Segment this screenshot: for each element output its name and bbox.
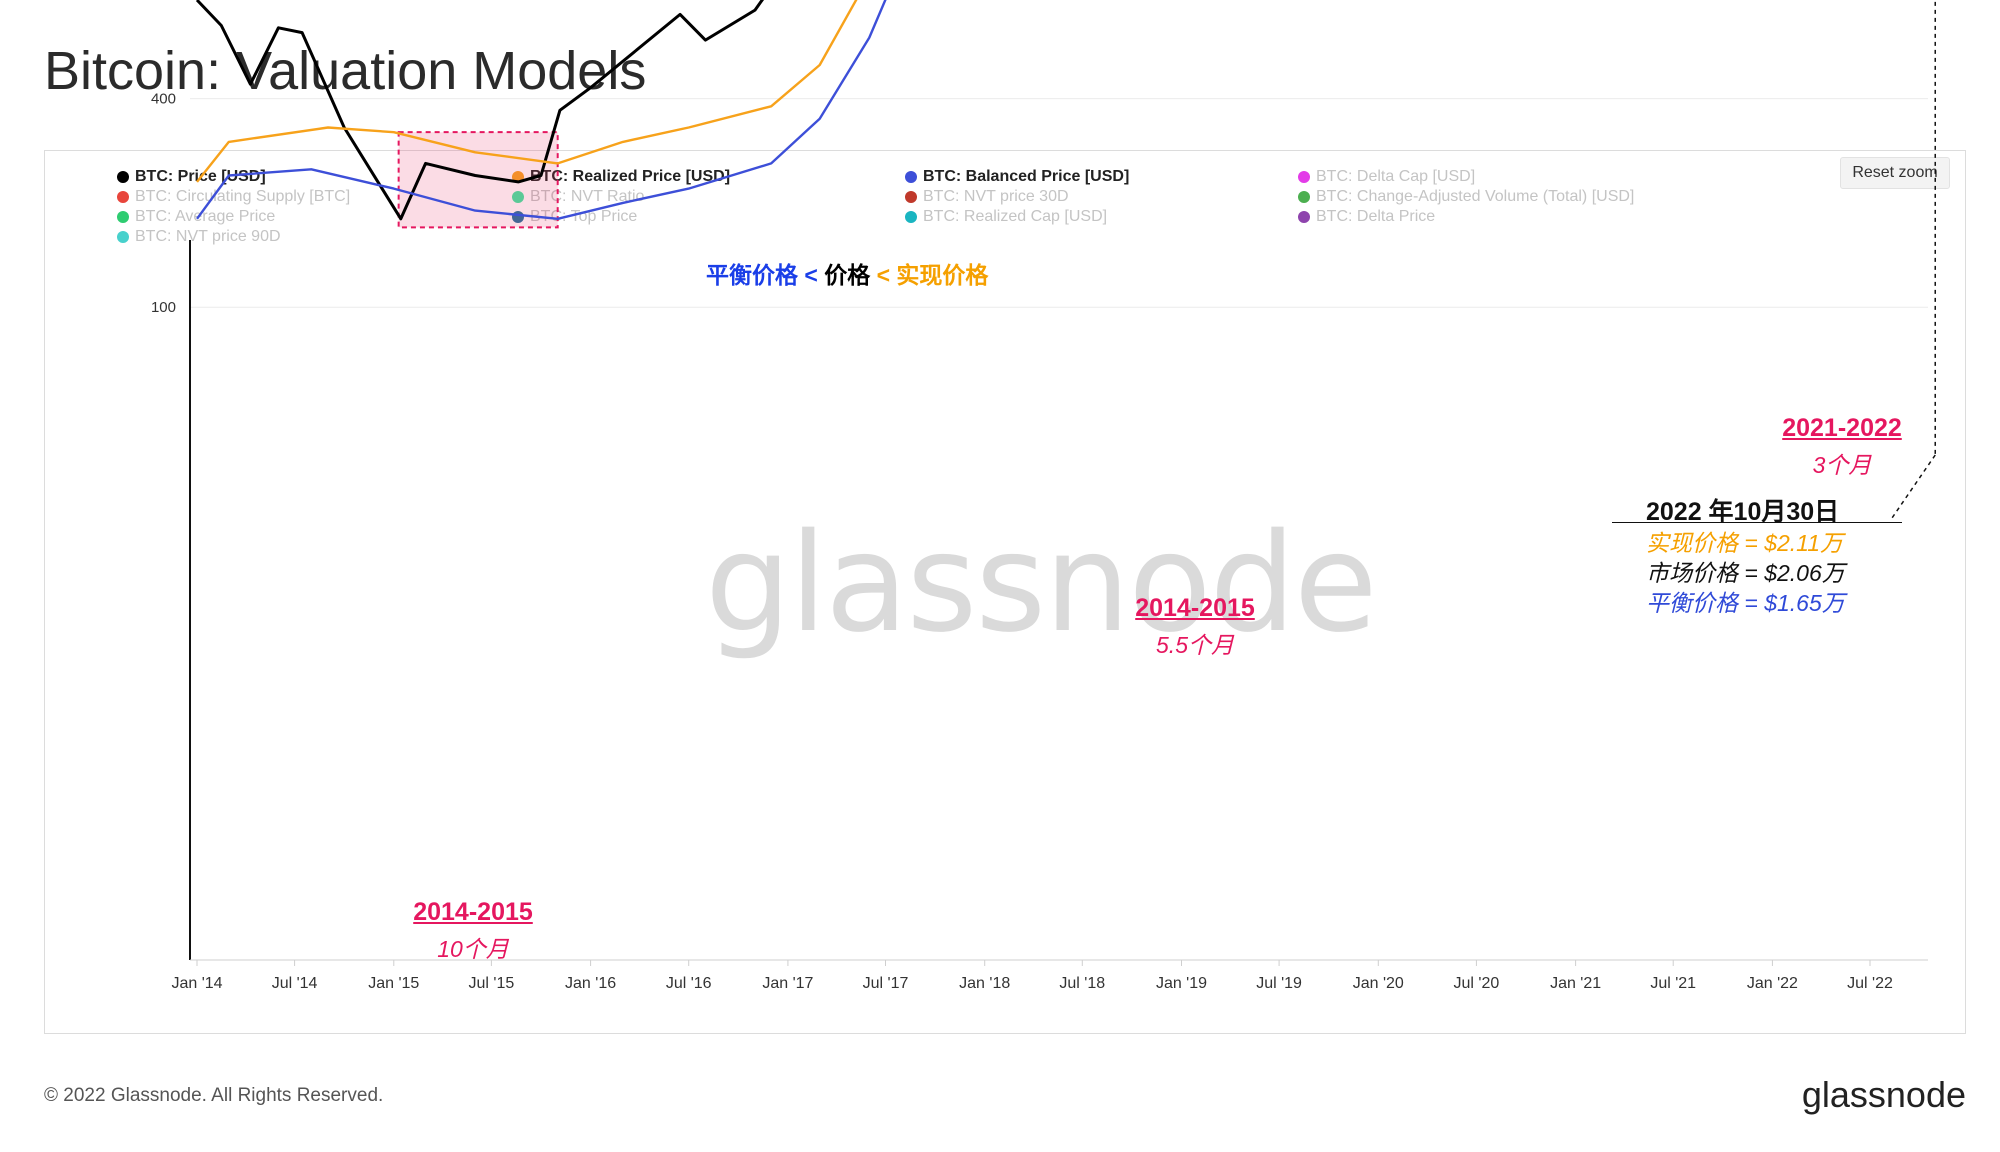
legend-label: BTC: Delta Cap [USD]: [1316, 168, 1476, 185]
x-tick-label: Jan '18: [959, 975, 1010, 992]
info-box-balanced: 平衡价格 = $1.65万: [1646, 590, 1845, 616]
legend-label: BTC: Balanced Price [USD]: [923, 168, 1130, 185]
info-box-date: 2022 年10月30日: [1646, 498, 1840, 526]
legend-marker-icon: [117, 231, 129, 243]
legend-item[interactable]: BTC: Delta Price: [1298, 208, 1435, 226]
x-tick-label: Jul '18: [1059, 975, 1105, 992]
legend-item[interactable]: BTC: NVT price 90D: [117, 228, 281, 246]
copyright-text: © 2022 Glassnode. All Rights Reserved.: [44, 1085, 384, 1106]
balanced-price-series-line: [196, 0, 887, 220]
legend-marker-icon: [117, 211, 129, 223]
legend-item[interactable]: BTC: Average Price: [117, 208, 275, 226]
period-2-duration: 5.5个月: [1156, 632, 1234, 658]
x-tick-label: Jan '16: [565, 975, 616, 992]
watermark: glassnode: [705, 505, 1378, 663]
reset-zoom-button[interactable]: Reset zoom: [1840, 157, 1950, 189]
period-2-title: 2014-2015: [1135, 594, 1255, 622]
info-box-divider: [1612, 522, 1902, 523]
x-tick-label: Jul '21: [1650, 975, 1696, 992]
x-tick-label: Jan '17: [762, 975, 813, 992]
annotation-realized: < 实现价格: [876, 262, 989, 288]
x-tick-label: Jan '15: [368, 975, 419, 992]
x-tick-label: Jul '15: [469, 975, 515, 992]
x-tick-label: Jul '17: [863, 975, 909, 992]
legend-marker-icon: [1298, 211, 1310, 223]
x-tick-label: Jan '14: [171, 975, 222, 992]
x-tick-label: Jan '22: [1747, 975, 1798, 992]
legend-label: BTC: NVT price 30D: [923, 188, 1069, 205]
legend-item[interactable]: BTC: Change-Adjusted Volume (Total) [USD…: [1298, 188, 1634, 206]
x-tick-label: Jan '21: [1550, 975, 1601, 992]
legend-item[interactable]: BTC: Delta Cap [USD]: [1298, 168, 1475, 186]
chart-frame: [44, 150, 1966, 1034]
annotation-price: 价格: [824, 262, 877, 288]
page-title: Bitcoin: Valuation Models: [44, 41, 647, 101]
callout-connector-line: [1891, 454, 1936, 519]
info-box-market: 市场价格 = $2.06万: [1646, 560, 1845, 586]
highlight-period-box: [397, 131, 559, 229]
glassnode-logo: glassnode: [1801, 1074, 1966, 1115]
legend-marker-icon: [905, 191, 917, 203]
legend-item[interactable]: BTC: Circulating Supply [BTC]: [117, 188, 350, 206]
x-tick-label: Jan '20: [1353, 975, 1404, 992]
legend-item[interactable]: BTC: Balanced Price [USD]: [905, 168, 1129, 186]
x-tick-label: Jul '16: [666, 975, 712, 992]
period-3-title: 2021-2022: [1782, 414, 1902, 442]
y-tick-label: 100: [151, 299, 176, 316]
y-tick-label: 400: [151, 91, 176, 108]
legend-label: BTC: Circulating Supply [BTC]: [135, 188, 351, 205]
x-tick-label: Jul '20: [1454, 975, 1500, 992]
price-series-line: [195, 0, 765, 221]
legend-marker-icon: [905, 211, 917, 223]
x-tick-label: Jul '19: [1256, 975, 1302, 992]
legend-label: BTC: Delta Price: [1316, 208, 1436, 225]
comparison-annotation: 平衡价格 < 价格 < 实现价格: [706, 256, 988, 290]
legend-label: BTC: Average Price: [135, 208, 276, 225]
legend-marker-icon: [905, 171, 917, 183]
legend-marker-icon: [117, 171, 129, 183]
realized-price-series-line: [196, 0, 858, 183]
x-tick-label: Jul '14: [272, 975, 318, 992]
legend-marker-icon: [1298, 171, 1310, 183]
legend-label: BTC: Realized Price [USD]: [530, 168, 731, 185]
period-1-title: 2014-2015: [413, 898, 533, 926]
legend-marker-icon: [1298, 191, 1310, 203]
x-tick-label: Jul '22: [1847, 975, 1893, 992]
legend-label: BTC: Change-Adjusted Volume (Total) [USD…: [1316, 188, 1635, 205]
period-1-duration: 10个月: [437, 936, 509, 962]
annotation-balanced: 平衡价格 <: [706, 262, 825, 288]
legend-label: BTC: Realized Cap [USD]: [923, 208, 1108, 225]
legend-label: BTC: NVT price 90D: [135, 228, 281, 245]
legend-item[interactable]: BTC: Realized Cap [USD]: [905, 208, 1107, 226]
period-3-duration: 3个月: [1812, 452, 1872, 478]
x-tick-label: Jan '19: [1156, 975, 1207, 992]
legend-marker-icon: [512, 191, 524, 203]
y-tick-label: 800: [151, 0, 176, 3]
info-box-realized: 实现价格 = $2.11万: [1646, 530, 1844, 556]
legend-item[interactable]: BTC: NVT price 30D: [905, 188, 1069, 206]
legend-marker-icon: [117, 191, 129, 203]
